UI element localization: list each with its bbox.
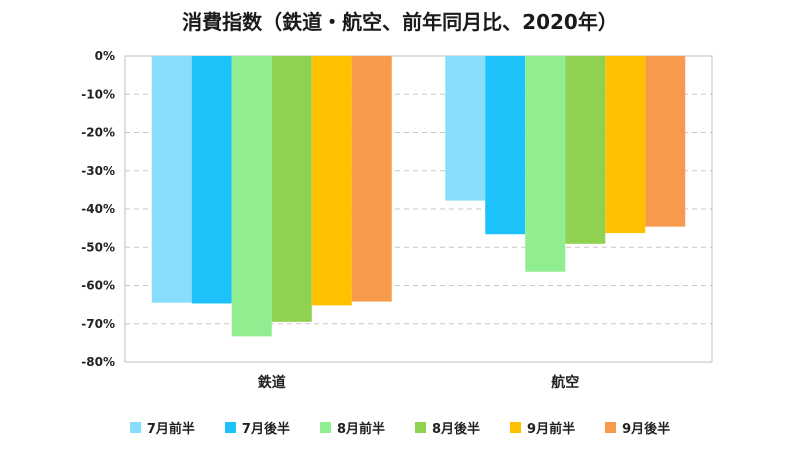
legend-swatch xyxy=(224,422,236,433)
y-tick-label: -50% xyxy=(81,240,115,254)
bar xyxy=(525,56,566,272)
legend-item: 8月前半 xyxy=(319,418,385,437)
y-tick-label: -10% xyxy=(81,87,115,101)
bar xyxy=(231,56,272,337)
y-tick-label: -80% xyxy=(81,355,115,369)
y-tick-label: 0% xyxy=(95,49,115,63)
bar-chart: 0% -10% -20% -30% -40% -50% -60% -70% -80% 鉄道 航空 xyxy=(81,49,713,391)
y-tick-label: -60% xyxy=(81,279,115,293)
chart-legend: 7月前半 7月後半 8月前半 8月後半 9月前半 9月後半 xyxy=(0,418,800,437)
bar xyxy=(191,56,232,304)
bar xyxy=(645,56,686,227)
bar xyxy=(565,56,606,244)
y-tick-label: -70% xyxy=(81,317,115,331)
y-tick-label: -30% xyxy=(81,164,115,178)
bar xyxy=(445,56,486,201)
legend-label: 9月後半 xyxy=(622,422,671,437)
bar xyxy=(485,56,526,235)
legend-swatch xyxy=(129,422,141,433)
bar xyxy=(151,56,192,303)
legend-item: 9月前半 xyxy=(510,418,575,437)
plot-area xyxy=(124,55,713,363)
legend-item: 7月前半 xyxy=(129,418,195,437)
legend-label: 8月後半 xyxy=(432,422,481,437)
y-tick-label: -40% xyxy=(81,202,115,216)
chart-title: 消費指数（鉄道・航空、前年同月比、2020年） xyxy=(182,10,618,34)
legend-item: 8月後半 xyxy=(415,418,480,437)
x-category-label: 航空 xyxy=(551,374,579,391)
x-category-label: 鉄道 xyxy=(258,374,286,391)
legend-label: 8月前半 xyxy=(336,422,385,437)
legend-label: 7月後半 xyxy=(241,422,290,437)
legend-swatch xyxy=(510,422,522,433)
legend-swatch xyxy=(415,422,426,433)
legend-item: 7月後半 xyxy=(224,418,290,437)
legend-item: 9月後半 xyxy=(605,418,670,437)
legend-swatch xyxy=(605,422,617,433)
bar xyxy=(311,56,352,306)
bar xyxy=(605,56,646,234)
y-tick-label: -20% xyxy=(81,126,115,140)
legend-label: 9月前半 xyxy=(527,422,576,437)
legend-swatch xyxy=(319,422,331,433)
bar xyxy=(351,56,392,302)
legend-label: 7月前半 xyxy=(146,422,195,437)
bar xyxy=(271,56,312,322)
